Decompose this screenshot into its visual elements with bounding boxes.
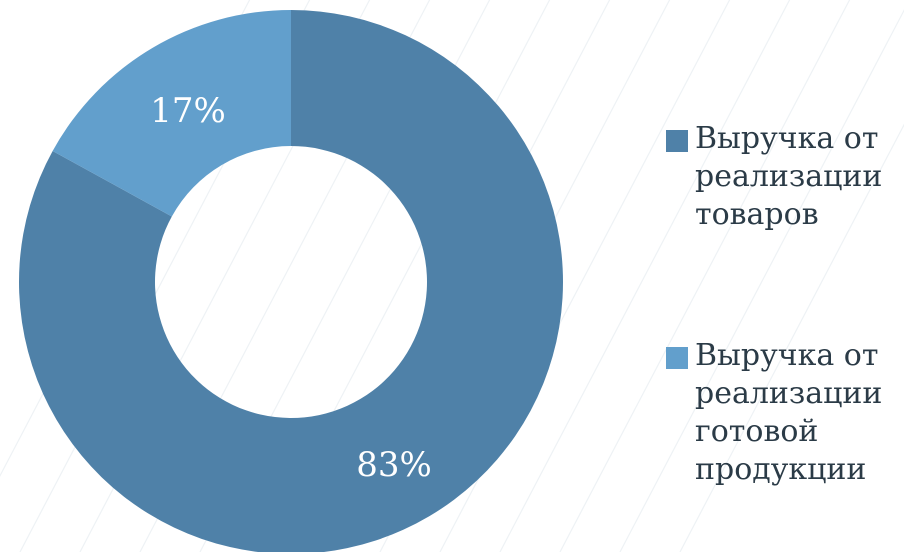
donut-data-labels: 83% 17% [150,91,432,485]
data-label-slice-2: 17% [150,91,226,131]
data-label-slice-1: 83% [356,445,432,485]
legend-item-goods: Выручка от реализации товаров [666,120,904,234]
donut-slice-2 [52,10,291,217]
chart-legend: Выручка от реализации товаров Выручка от… [666,0,904,552]
legend-item-finished-products: Выручка от реализации готовой продукции [666,337,904,489]
legend-label-goods: Выручка от реализации товаров [695,121,883,232]
donut-slice-1 [19,10,563,552]
legend-swatch-goods [666,130,688,152]
donut-slices [19,10,563,552]
legend-label-finished-products: Выручка от реализации готовой продукции [695,338,883,487]
legend-swatch-finished-products [666,347,688,369]
